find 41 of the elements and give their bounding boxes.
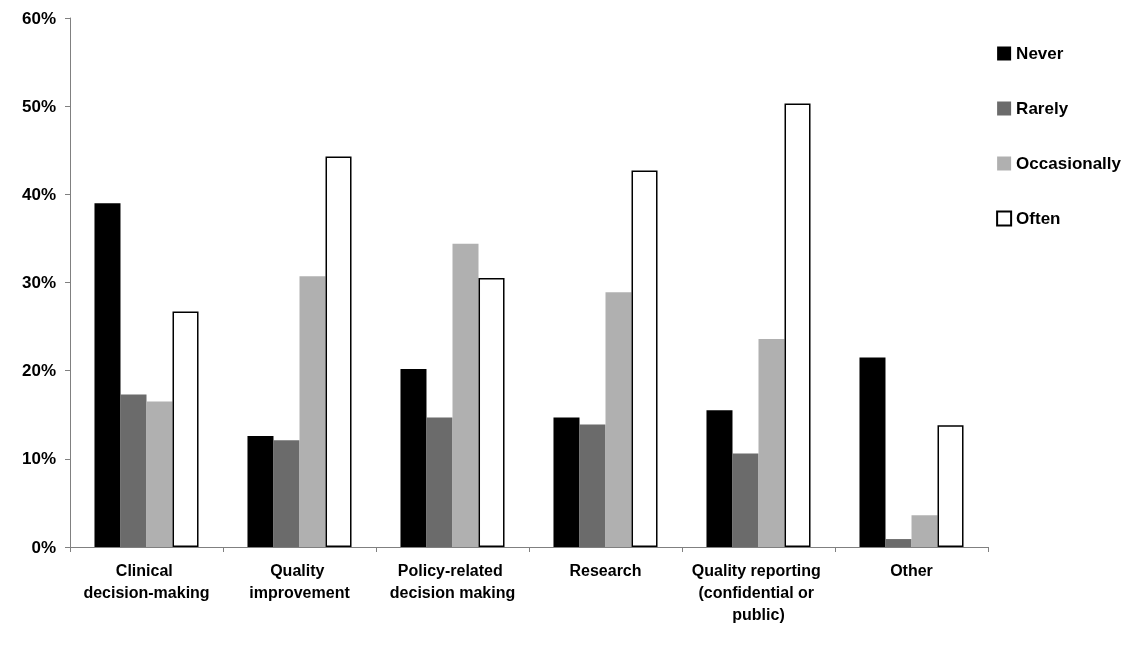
bar bbox=[553, 417, 580, 547]
x-tick-label: Quality improvement bbox=[249, 561, 351, 601]
y-tick-label: 10% bbox=[21, 449, 56, 469]
legend-label: Never bbox=[1016, 44, 1064, 63]
bar bbox=[400, 368, 427, 547]
legend-label: Occasionally bbox=[1016, 154, 1122, 173]
x-tick-label: Policy-related decision making bbox=[389, 561, 516, 601]
bar bbox=[859, 357, 886, 547]
y-tick-label: 50% bbox=[21, 96, 56, 116]
bar bbox=[299, 276, 326, 547]
bar bbox=[784, 103, 811, 547]
bar bbox=[605, 292, 632, 547]
bar bbox=[732, 453, 759, 547]
x-tick-label: Research bbox=[569, 561, 642, 579]
bar bbox=[758, 338, 785, 547]
y-tick-label: 20% bbox=[21, 361, 56, 381]
bar bbox=[120, 394, 147, 547]
bar bbox=[579, 424, 606, 547]
bar bbox=[273, 440, 300, 547]
y-tick-label: 30% bbox=[21, 273, 56, 292]
legend-label: Rarely bbox=[1016, 99, 1069, 118]
bar bbox=[94, 203, 121, 547]
bar bbox=[172, 311, 199, 547]
bar bbox=[631, 170, 658, 547]
legend-label: Often bbox=[1016, 209, 1061, 228]
x-tick-label: Other bbox=[890, 561, 933, 579]
bar bbox=[478, 278, 505, 547]
bar bbox=[885, 539, 912, 547]
y-tick-label: 40% bbox=[21, 184, 56, 204]
bar bbox=[706, 410, 733, 547]
bar bbox=[146, 401, 173, 547]
bar bbox=[247, 435, 274, 547]
bar bbox=[911, 515, 938, 547]
x-tick-label: Quality reporting (confidential or public) bbox=[691, 561, 826, 623]
y-tick-label: 0% bbox=[31, 537, 56, 557]
y-tick-label: 60% bbox=[21, 8, 56, 28]
bar bbox=[452, 243, 479, 547]
bar bbox=[937, 425, 964, 547]
bar bbox=[325, 156, 352, 547]
x-tick-label: Clinical decision-making bbox=[83, 561, 210, 601]
bar bbox=[426, 417, 453, 547]
